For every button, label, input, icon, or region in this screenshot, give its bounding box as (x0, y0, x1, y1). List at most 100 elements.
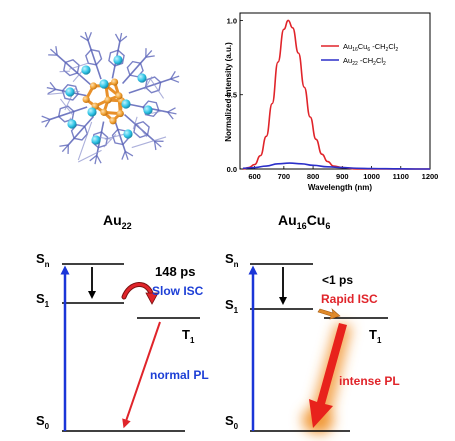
au-atom (67, 119, 77, 129)
ligand-bond (103, 133, 117, 148)
x-tick-label: 800 (307, 172, 320, 181)
x-tick-label: 900 (336, 172, 349, 181)
legend-label-au16cu6: Au16Cu6 -CH2Cl2 (343, 42, 398, 53)
chart-ticks: 600 700 800 900 1000 1100 1200 0.0 0.5 1.0 (227, 16, 439, 181)
chart-axes (239, 12, 431, 170)
au-atom (91, 135, 101, 145)
ligand-bond (87, 40, 102, 80)
ligand-bond (144, 76, 153, 90)
au-atom (137, 73, 147, 83)
ligand-bond (154, 140, 162, 148)
cu-atom (116, 109, 124, 118)
ligand-bond (41, 115, 51, 121)
cu-atom (100, 108, 108, 116)
ligand-bond (96, 154, 102, 164)
ligand-ring (85, 48, 103, 66)
ligand-bond (170, 70, 176, 80)
au-atom (123, 129, 133, 139)
legend-label-au22: Au22 -CH2Cl2 (343, 56, 386, 67)
y-tick-label: 0.0 (227, 165, 237, 174)
ligand-bond (80, 35, 89, 42)
ligand-bond (136, 123, 148, 138)
x-tick-label: 700 (278, 172, 291, 181)
pl-arrow-right (309, 323, 347, 428)
label-s1-left: S1 (36, 291, 50, 309)
ligand-ring (133, 120, 150, 139)
ligand-bond (46, 86, 56, 91)
ligand-bond (119, 32, 123, 42)
ligand-bond (59, 144, 69, 147)
ligand-bond (49, 48, 58, 56)
au-atom (113, 55, 123, 65)
ligand-ring (57, 105, 75, 123)
series-line-au16cu6 (242, 19, 430, 170)
label-t1-right: T1 (369, 327, 382, 345)
au-atom (81, 65, 91, 75)
pl-label-right: intense PL (339, 374, 400, 388)
ligand-ring (142, 100, 160, 118)
cu-atom (110, 78, 119, 86)
ligand-bond (131, 136, 167, 149)
ligand-ring (61, 84, 79, 101)
au-atom (121, 99, 131, 109)
ligand-bond (167, 107, 176, 113)
ligand-bond (124, 150, 134, 157)
ligand-bond (41, 118, 51, 123)
cu-atom (104, 96, 112, 104)
ligand-bond (128, 78, 171, 94)
plot-frame (239, 12, 431, 170)
label-s0-right: S0 (225, 413, 239, 431)
x-tick-label: 1200 (422, 172, 439, 181)
cu-atom (82, 95, 90, 104)
diagram-title-au22: Au22 (103, 212, 132, 231)
y-axis-label: Normalized Intensity (a.u.) (224, 42, 233, 142)
ligand-bond (69, 62, 89, 70)
ligand-bond (44, 119, 51, 128)
ligand-bond (49, 106, 88, 121)
au-atom (143, 105, 153, 115)
ligand-bond (89, 154, 98, 162)
y-tick-label: 1.0 (227, 16, 237, 25)
ligand-bond (49, 81, 57, 90)
ligand-bond (114, 120, 126, 152)
ligand-bond (153, 141, 157, 151)
cu-atom (115, 92, 123, 100)
energy-diagram-au16cu6: Au16Cu6 Sn S1 S0 T1 <1 ps Rapid ISC inte… (225, 212, 400, 435)
x-tick-label: 600 (248, 172, 261, 181)
ligand-bond (84, 31, 89, 41)
isc-label-left: Slow ISC (152, 284, 204, 298)
ligand-bond (77, 121, 93, 161)
ligand-bond (47, 88, 56, 95)
ligand-ring (70, 124, 89, 141)
ligand-bond (87, 32, 93, 41)
ligand-ring (63, 59, 80, 77)
ligand-bond (67, 115, 95, 146)
au-atom (99, 79, 109, 89)
ligand-bond (124, 151, 129, 161)
ligand-bond (132, 116, 138, 130)
ligand-bond (55, 46, 58, 56)
time-label-left: 148 ps (155, 264, 195, 279)
cluster-structure-icon (41, 31, 180, 165)
ligand-bond (94, 155, 98, 165)
label-s1-right: S1 (225, 297, 239, 315)
ligand-bond (77, 149, 102, 163)
ligand-bond (151, 110, 163, 114)
energy-diagram-au22: Au22 Sn S1 S0 T1 148 ps Slow ISC normal … (36, 212, 209, 432)
pl-arrow-left (122, 321, 161, 429)
y-tick-label: 0.5 (227, 91, 237, 100)
chart-series (242, 19, 430, 170)
ligand-ring (126, 60, 144, 78)
au-atom (65, 87, 75, 97)
isc-label-right: Rapid ISC (321, 292, 378, 306)
rapid-isc-arrow (317, 308, 341, 320)
x-tick-label: 1000 (363, 172, 380, 181)
ligand-bond (145, 50, 153, 58)
ligand-bond (119, 35, 128, 43)
ligand-bond (170, 78, 180, 83)
ligand-bond (170, 75, 180, 80)
ligand-ring (108, 49, 125, 67)
diagram-title-au16cu6: Au16Cu6 (278, 212, 330, 231)
ligand-bond (61, 144, 69, 153)
cu-atom (89, 82, 98, 90)
